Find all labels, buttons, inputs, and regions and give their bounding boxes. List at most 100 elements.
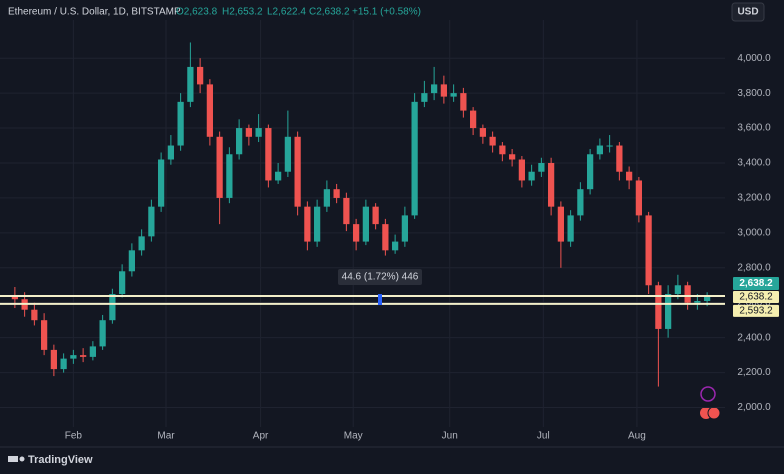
x-tick-label: Jun <box>442 431 458 442</box>
candle-body <box>50 349 57 370</box>
candle-body <box>674 285 681 294</box>
candle-body <box>245 128 252 137</box>
y-tick-label: 2,000.0 <box>737 402 771 413</box>
ohlc-close: C2,638.2 <box>309 7 350 18</box>
candle-body <box>694 300 701 303</box>
event-icon[interactable] <box>707 406 721 420</box>
brand: TradingView <box>28 454 93 466</box>
measure-label: 44.6 (1.72%) 446 <box>342 272 419 283</box>
candle-body <box>470 110 477 129</box>
y-tick-label: 3,200.0 <box>737 193 771 204</box>
candle-body <box>655 285 662 329</box>
candle-body <box>382 224 389 251</box>
candle-body <box>567 215 574 242</box>
candle-body <box>158 159 165 207</box>
candle-body <box>11 295 18 300</box>
ohlc-open: O2,623.8 <box>176 7 218 18</box>
price-label-box <box>733 304 779 317</box>
candle-body <box>557 206 564 242</box>
y-tick-label: 3,000.0 <box>737 228 771 239</box>
candle-body <box>206 84 213 137</box>
candle-body <box>177 101 184 146</box>
candle-body <box>304 206 311 242</box>
x-tick-label: Feb <box>65 431 83 442</box>
x-tick-label: Apr <box>253 431 269 442</box>
header: Ethereum / U.S. Dollar, 1D, BITSTAMP O2,… <box>8 7 421 18</box>
y-tick-label: 3,600.0 <box>737 123 771 134</box>
candle-body <box>148 206 155 237</box>
candle-body <box>226 154 233 198</box>
candle-body <box>528 171 535 181</box>
candle-body <box>216 136 223 198</box>
candle-body <box>372 206 379 225</box>
y-tick-label: 3,800.0 <box>737 88 771 99</box>
candle-body <box>284 136 291 172</box>
candle-body <box>343 197 350 225</box>
candle-body <box>236 128 243 155</box>
measure-marker <box>378 294 382 306</box>
event-icon[interactable] <box>700 386 716 402</box>
candle-body <box>421 93 428 102</box>
candle-body <box>577 189 584 216</box>
candle-body <box>401 215 408 242</box>
candle-body <box>460 93 467 111</box>
y-tick-label: 3,400.0 <box>737 158 771 169</box>
x-tick-label: May <box>344 431 363 442</box>
candle-body <box>499 145 506 155</box>
candle-body <box>665 293 672 329</box>
candle-body <box>265 128 272 181</box>
candle-body <box>138 236 145 251</box>
candle-body <box>606 145 613 147</box>
candle-body <box>684 285 691 303</box>
candle-body <box>626 171 633 181</box>
candle-body <box>509 154 516 160</box>
candle-body <box>596 145 603 155</box>
candle-body <box>187 66 194 102</box>
candle-body <box>294 136 301 207</box>
candle-body <box>128 250 135 272</box>
price-label: 2,593.2 <box>739 306 773 317</box>
candle-body <box>548 162 555 207</box>
candle-body <box>362 206 369 242</box>
candle-body <box>80 355 87 357</box>
plot <box>0 20 725 427</box>
price-label-box <box>733 291 779 304</box>
candle-body <box>411 101 418 216</box>
measure-box <box>338 269 422 286</box>
change: +15.1 (+0.58%) <box>352 7 421 18</box>
candle-body <box>587 154 594 190</box>
currency-button[interactable] <box>731 2 765 22</box>
candle-body <box>70 355 77 359</box>
candle-body <box>119 271 126 294</box>
y-tick-label: 4,000.0 <box>737 53 771 64</box>
candle-body <box>323 189 330 207</box>
currency[interactable]: USD <box>737 7 758 18</box>
y-tick-label: 2,200.0 <box>737 367 771 378</box>
candle-body <box>41 320 48 350</box>
candle-body <box>60 358 67 370</box>
logo-icon <box>8 456 18 462</box>
x-tick-label: Aug <box>628 431 646 442</box>
candle-body <box>353 224 360 242</box>
last-price-box <box>733 277 779 291</box>
candle-body <box>314 206 321 242</box>
candle-body <box>99 320 106 347</box>
y-tick-label: 2,400.0 <box>737 332 771 343</box>
ohlc-high: H2,653.2 <box>222 7 263 18</box>
price-label: 2,638.2 <box>739 292 773 303</box>
candle-body <box>255 128 262 137</box>
candle-body <box>704 296 711 301</box>
candle-body <box>518 159 525 181</box>
candle-body <box>479 128 486 137</box>
x-tick-label: Jul <box>537 431 550 442</box>
ohlc-low: L2,622.4 <box>267 7 306 18</box>
candle-body <box>440 84 447 97</box>
candle-body <box>89 346 96 357</box>
candle-body <box>167 145 174 160</box>
candle-body <box>431 84 438 94</box>
candle-body <box>31 309 38 321</box>
candle-body <box>616 145 623 172</box>
